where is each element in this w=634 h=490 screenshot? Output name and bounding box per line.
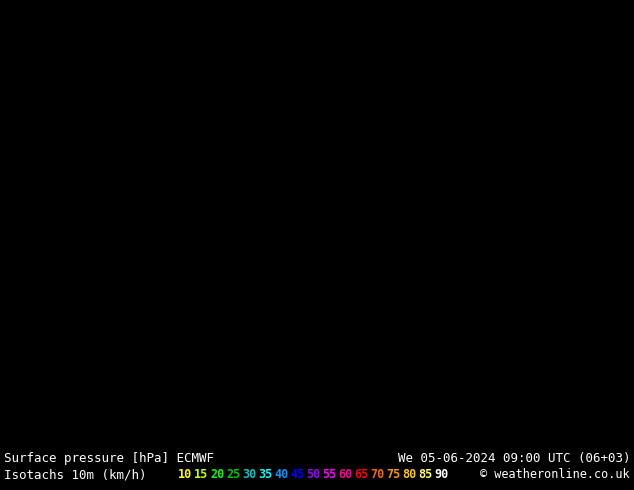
Text: 20: 20	[210, 468, 224, 481]
Text: 25: 25	[226, 468, 240, 481]
Text: Isotachs 10m (km/h): Isotachs 10m (km/h)	[4, 468, 146, 481]
Text: 80: 80	[402, 468, 417, 481]
Text: 45: 45	[290, 468, 304, 481]
Text: 75: 75	[386, 468, 400, 481]
Text: 10: 10	[178, 468, 192, 481]
Text: 65: 65	[354, 468, 368, 481]
Text: 60: 60	[338, 468, 353, 481]
Text: 90: 90	[434, 468, 448, 481]
Text: 70: 70	[370, 468, 384, 481]
Text: © weatheronline.co.uk: © weatheronline.co.uk	[481, 468, 630, 481]
Text: 15: 15	[194, 468, 208, 481]
Text: 30: 30	[242, 468, 256, 481]
Text: 50: 50	[306, 468, 320, 481]
Text: We 05-06-2024 09:00 UTC (06+03): We 05-06-2024 09:00 UTC (06+03)	[398, 452, 630, 465]
Text: 55: 55	[322, 468, 336, 481]
Text: 40: 40	[274, 468, 288, 481]
Text: 35: 35	[258, 468, 272, 481]
Text: Surface pressure [hPa] ECMWF: Surface pressure [hPa] ECMWF	[4, 452, 214, 465]
Text: 85: 85	[418, 468, 432, 481]
